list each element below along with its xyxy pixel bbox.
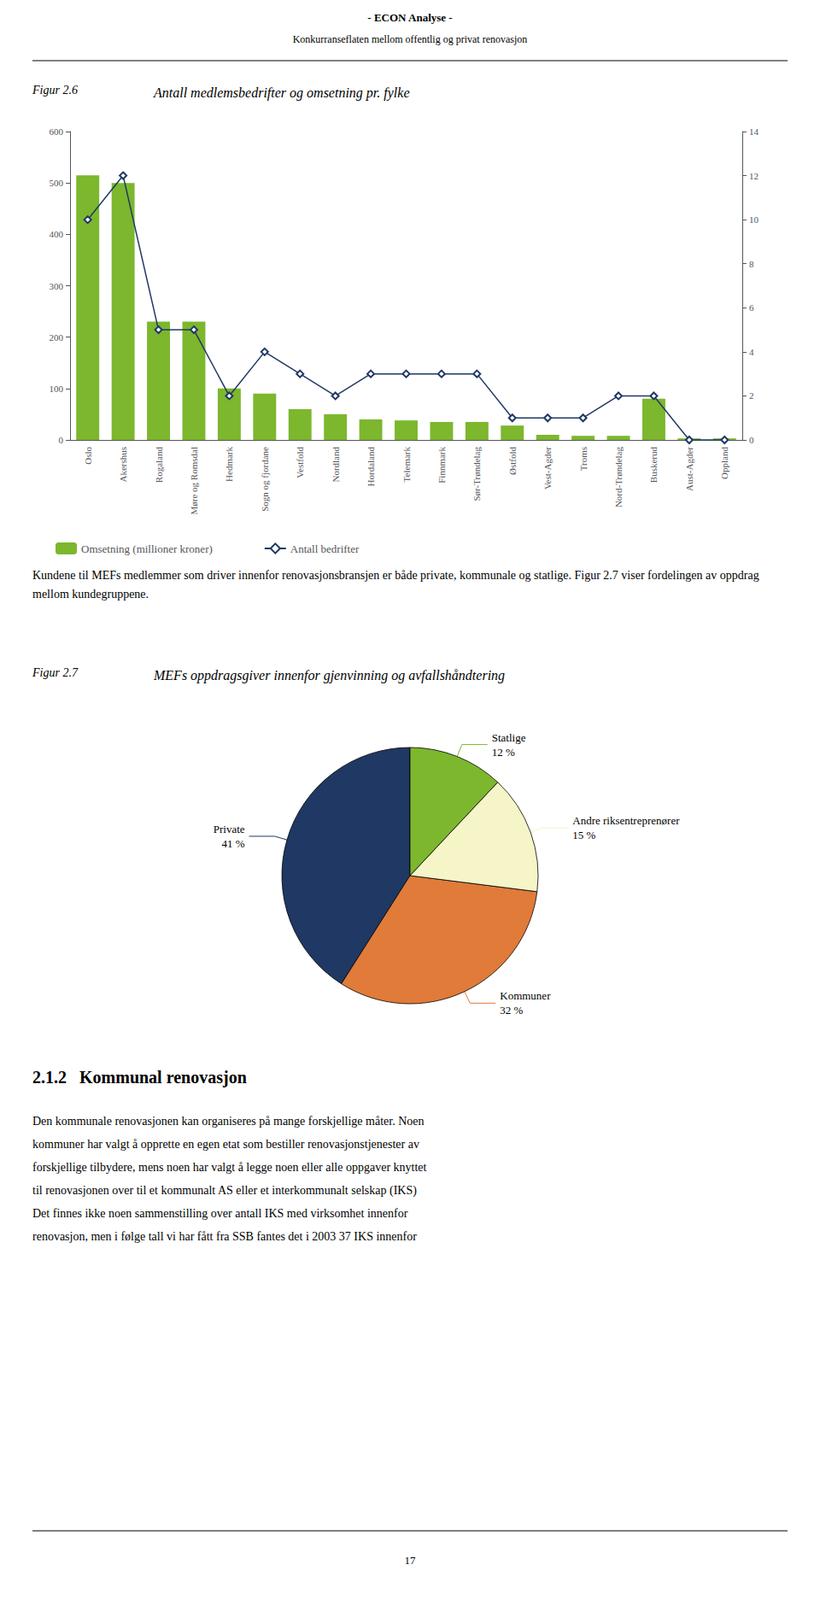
svg-text:Finnmark: Finnmark bbox=[436, 446, 447, 484]
svg-text:Det finnes ikke noen sammensti: Det finnes ikke noen sammenstilling over… bbox=[32, 1206, 409, 1220]
svg-text:Oslo: Oslo bbox=[82, 446, 94, 465]
svg-text:Telemark: Telemark bbox=[401, 446, 412, 483]
svg-text:6: 6 bbox=[749, 302, 755, 313]
svg-text:2: 2 bbox=[749, 390, 755, 401]
svg-text:400: 400 bbox=[49, 228, 65, 240]
svg-text:Figur 2.7: Figur 2.7 bbox=[31, 666, 79, 680]
svg-text:Buskerud: Buskerud bbox=[648, 446, 659, 484]
svg-text:Private: Private bbox=[213, 822, 246, 836]
svg-text:14: 14 bbox=[749, 126, 760, 137]
svg-text:Sør-Trøndelag: Sør-Trøndelag bbox=[471, 446, 482, 502]
svg-text:600: 600 bbox=[49, 126, 65, 137]
svg-text:Akershus: Akershus bbox=[117, 446, 129, 483]
svg-text:Rogaland: Rogaland bbox=[153, 446, 164, 484]
svg-text:Den kommunale renovasjonen kan: Den kommunale renovasjonen kan organiser… bbox=[32, 1114, 425, 1128]
svg-text:500: 500 bbox=[49, 177, 65, 188]
svg-text:mellom kundegruppene.: mellom kundegruppene. bbox=[32, 587, 149, 601]
svg-text:41 %: 41 % bbox=[221, 837, 245, 850]
svg-text:10: 10 bbox=[749, 214, 760, 225]
svg-text:Vestfold: Vestfold bbox=[294, 446, 305, 479]
svg-text:Oppland: Oppland bbox=[719, 446, 730, 480]
svg-text:Hordaland: Hordaland bbox=[365, 446, 376, 487]
svg-text:Nord-Trøndelag: Nord-Trøndelag bbox=[613, 446, 624, 509]
svg-text:Antall medlemsbedrifter og oms: Antall medlemsbedrifter og omsetning pr.… bbox=[152, 85, 410, 101]
svg-text:0: 0 bbox=[749, 434, 755, 446]
svg-text:Østfold: Østfold bbox=[507, 446, 518, 476]
svg-text:forskjellige tilbydere, mens n: forskjellige tilbydere, mens noen har va… bbox=[32, 1160, 428, 1174]
svg-text:Vest-Agder: Vest-Agder bbox=[542, 446, 553, 490]
svg-text:Konkurranseflaten mellom offen: Konkurranseflaten mellom offentlig og pr… bbox=[292, 33, 528, 46]
svg-text:Andre riksentreprenører: Andre riksentreprenører bbox=[572, 814, 680, 827]
svg-text:Kundene til MEFs medlemmer som: Kundene til MEFs medlemmer som driver in… bbox=[32, 568, 762, 582]
svg-text:32 %: 32 % bbox=[499, 1003, 523, 1017]
svg-text:Aust-Agder: Aust-Agder bbox=[684, 446, 695, 492]
svg-text:MEFs oppdragsgiver innenfor gj: MEFs oppdragsgiver innenfor gjenvinning … bbox=[152, 667, 505, 684]
svg-text:300: 300 bbox=[49, 281, 65, 292]
svg-text:4: 4 bbox=[749, 346, 755, 358]
svg-text:0: 0 bbox=[58, 434, 65, 446]
svg-text:2.1.2 Kommunal renovasjon: 2.1.2 Kommunal renovasjon bbox=[32, 1067, 247, 1088]
svg-text:200: 200 bbox=[49, 332, 65, 343]
svg-text:Figur 2.6: Figur 2.6 bbox=[31, 83, 78, 97]
svg-text:Kommuner: Kommuner bbox=[499, 989, 551, 1002]
svg-text:til renovasjonen over til et k: til renovasjonen over til et kommunalt A… bbox=[32, 1183, 417, 1198]
svg-text:- ECON Analyse -: - ECON Analyse - bbox=[367, 11, 452, 24]
svg-text:Nordland: Nordland bbox=[330, 446, 341, 483]
svg-text:Antall bedrifter: Antall bedrifter bbox=[290, 542, 360, 556]
svg-text:Troms: Troms bbox=[578, 446, 589, 471]
svg-text:8: 8 bbox=[749, 258, 755, 270]
svg-text:Hedmark: Hedmark bbox=[223, 446, 235, 482]
svg-text:Møre og Romsdal: Møre og Romsdal bbox=[188, 446, 200, 515]
svg-text:12 %: 12 % bbox=[492, 745, 516, 759]
svg-text:15 %: 15 % bbox=[572, 828, 596, 842]
svg-text:12: 12 bbox=[749, 170, 759, 182]
svg-text:100: 100 bbox=[49, 383, 65, 394]
svg-text:Omsetning (millioner kroner): Omsetning (millioner kroner) bbox=[81, 542, 213, 556]
svg-text:renovasjon, men i følge tall v: renovasjon, men i følge tall vi har fått… bbox=[32, 1230, 417, 1243]
svg-text:Sogn og fjordane: Sogn og fjordane bbox=[259, 446, 270, 512]
svg-text:Statlige: Statlige bbox=[492, 731, 527, 744]
svg-text:kommuner har valgt å opprette: kommuner har valgt å opprette en egen et… bbox=[32, 1137, 420, 1151]
svg-text:17: 17 bbox=[404, 1553, 417, 1567]
